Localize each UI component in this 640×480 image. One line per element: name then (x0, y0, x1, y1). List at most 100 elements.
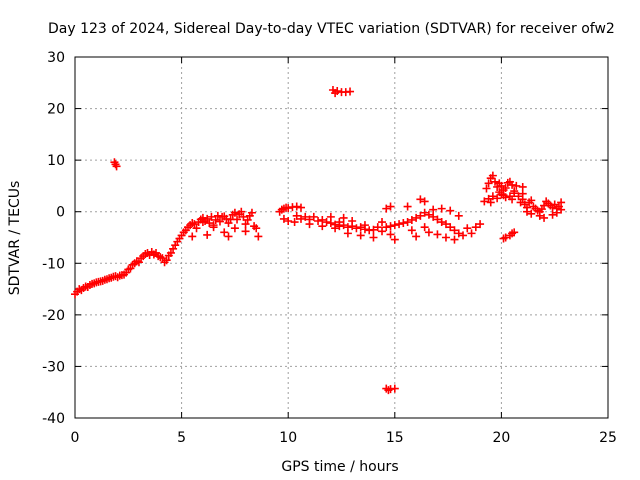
data-point (241, 227, 250, 236)
data-point (112, 162, 121, 171)
chart-title: Day 123 of 2024, Sidereal Day-to-day VTE… (48, 21, 615, 37)
data-point (416, 195, 425, 204)
data-point (318, 222, 327, 231)
data-point (322, 218, 331, 227)
data-point (497, 181, 506, 190)
data-point (239, 212, 248, 221)
data-point (424, 228, 433, 237)
data-point (459, 231, 468, 240)
data-point (339, 213, 348, 222)
data-point (467, 229, 476, 238)
data-point (386, 230, 395, 239)
data-point (237, 207, 246, 216)
data-point (284, 216, 293, 225)
y-tick-label: 10 (47, 153, 65, 169)
data-point (557, 205, 566, 214)
data-point (292, 202, 301, 211)
data-point (390, 221, 399, 230)
x-tick-label: 25 (599, 430, 617, 446)
data-point (491, 177, 500, 186)
data-point (510, 189, 519, 198)
y-tick-label: -40 (42, 411, 65, 427)
data-point (284, 204, 293, 213)
data-point (205, 219, 214, 228)
data-point (378, 218, 387, 227)
data-point (420, 223, 429, 232)
data-point (243, 215, 252, 224)
axes (74, 56, 609, 419)
data-point (241, 220, 250, 229)
data-point (508, 195, 517, 204)
data-point (360, 221, 369, 230)
data-point (290, 218, 299, 227)
data-point (471, 223, 480, 232)
data-point (230, 208, 239, 217)
data-point (356, 223, 365, 232)
data-point (535, 211, 544, 220)
data-point (446, 206, 455, 215)
data-point (407, 215, 416, 224)
data-point (550, 200, 559, 209)
y-tick-label: -20 (42, 308, 65, 324)
data-point (346, 87, 355, 96)
data-point (198, 218, 207, 227)
data-point (437, 218, 446, 227)
data-point (209, 223, 218, 232)
data-point (254, 232, 263, 241)
data-point (134, 258, 143, 267)
data-point (429, 212, 438, 221)
x-axis-label: GPS time / hours (281, 459, 398, 475)
data-point (203, 230, 212, 239)
data-point (247, 208, 256, 217)
data-point (188, 232, 197, 241)
data-point (450, 235, 459, 244)
data-point (480, 197, 489, 206)
data-point (420, 208, 429, 217)
data-point (429, 205, 438, 214)
y-ticks: -40 -30 -20 -10 0 10 20 30 (42, 50, 608, 427)
data-point (348, 216, 357, 225)
data-point (296, 203, 305, 212)
data-point (215, 217, 224, 226)
data-point (488, 171, 497, 180)
data-point (557, 198, 566, 207)
data-point (395, 220, 404, 229)
data-point (514, 192, 523, 201)
data-point (252, 224, 261, 233)
data-point (450, 226, 459, 235)
data-point (331, 224, 340, 233)
data-point (527, 209, 536, 218)
y-tick-label: -30 (42, 359, 65, 375)
data-point (540, 213, 549, 222)
x-ticks: 0 5 10 15 20 25 (71, 57, 617, 446)
data-point (463, 224, 472, 233)
data-point (508, 180, 517, 189)
data-point (499, 191, 508, 200)
data-point (424, 210, 433, 219)
data-point (192, 224, 201, 233)
data-point (207, 212, 216, 221)
data-point (369, 233, 378, 242)
data-point (190, 220, 199, 229)
data-points (71, 86, 566, 395)
plot-frame (74, 56, 609, 419)
data-point (420, 197, 429, 206)
data-point (482, 184, 491, 193)
data-point (386, 222, 395, 231)
data-point (292, 211, 301, 220)
data-point (499, 234, 508, 243)
data-point (527, 196, 536, 205)
data-point (158, 254, 167, 263)
data-point (301, 212, 310, 221)
data-point (384, 386, 393, 395)
data-point (390, 384, 399, 393)
data-point (339, 221, 348, 230)
data-point (203, 214, 212, 223)
data-point (296, 214, 305, 223)
data-point (441, 233, 450, 242)
data-point (378, 227, 387, 236)
data-point (476, 220, 485, 229)
data-point (211, 215, 220, 224)
data-point (382, 223, 391, 232)
